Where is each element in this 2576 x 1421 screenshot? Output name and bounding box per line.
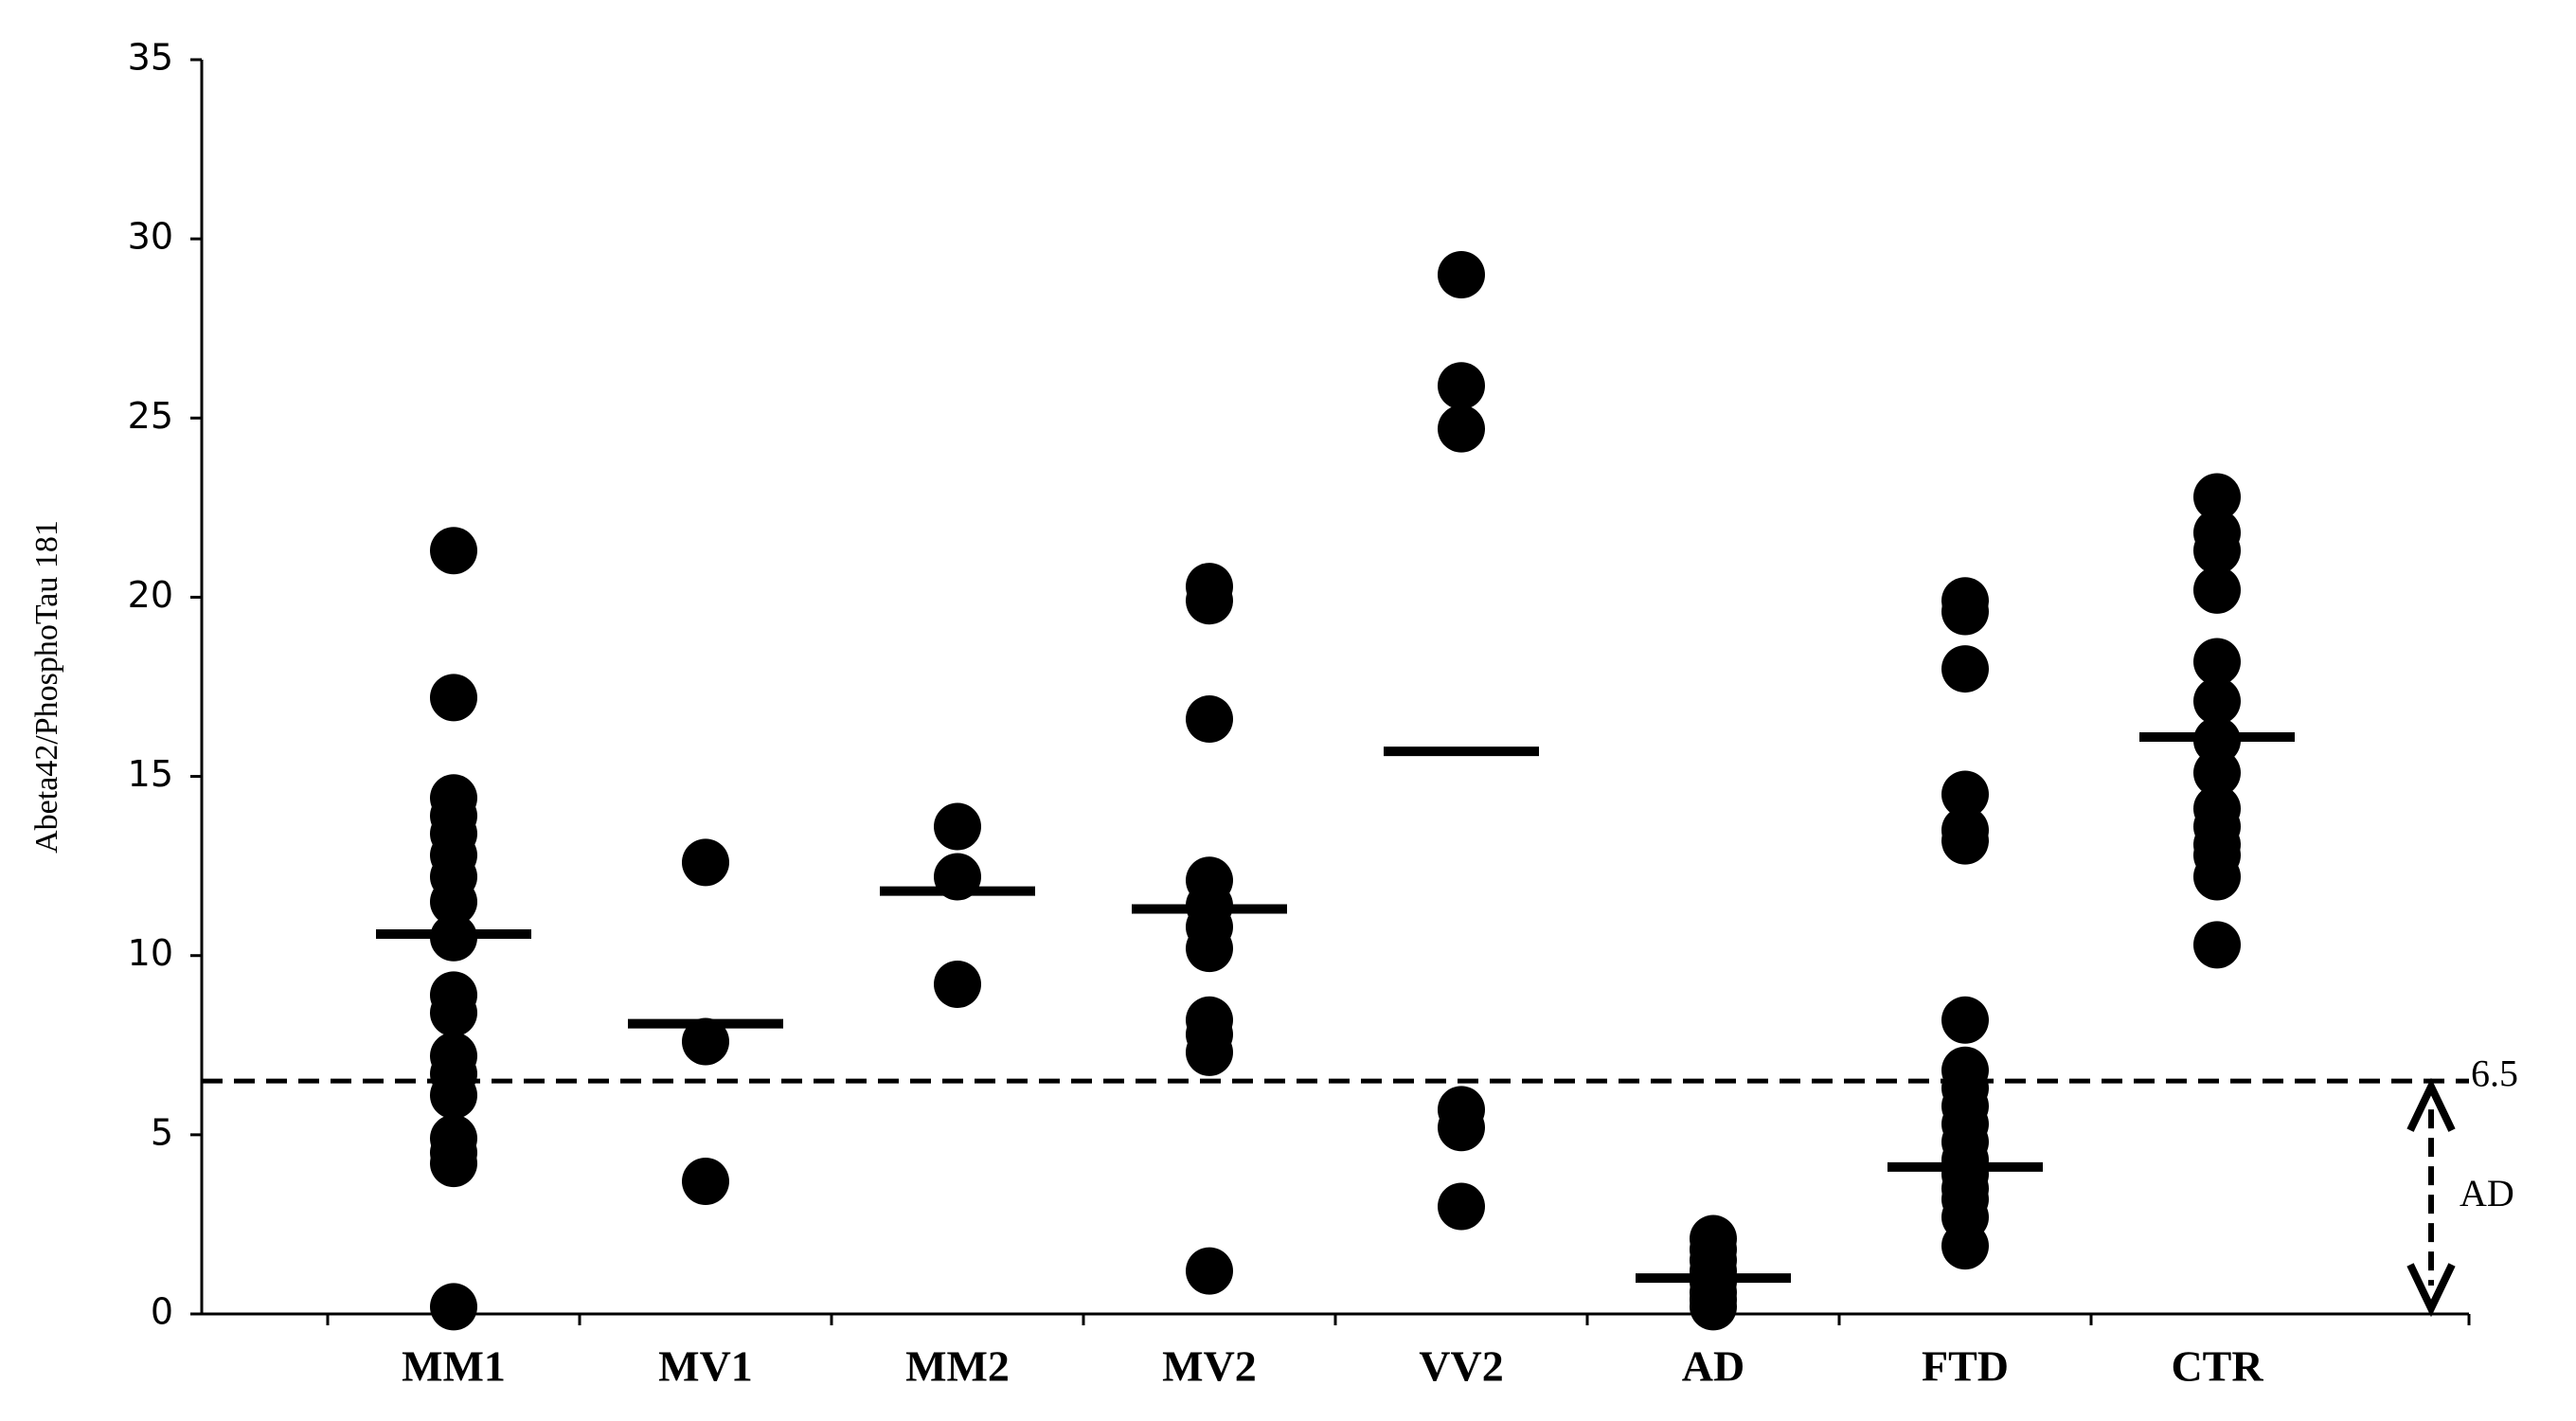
- x-tick-label: MM2: [905, 1342, 1010, 1391]
- data-point: [2193, 921, 2241, 969]
- data-point: [2193, 677, 2241, 726]
- data-point: [2193, 853, 2241, 901]
- data-point: [1690, 1283, 1737, 1331]
- data-point: [430, 1140, 477, 1188]
- data-point: [2193, 473, 2241, 521]
- y-tick-label: 5: [151, 1111, 173, 1153]
- data-point: [934, 802, 981, 851]
- data-point: [430, 1071, 477, 1120]
- y-tick-label: 25: [128, 395, 173, 437]
- y-tick-label: 0: [151, 1291, 173, 1333]
- x-tick-label: VV2: [1419, 1342, 1503, 1391]
- data-point: [682, 1158, 729, 1206]
- data-point: [1438, 362, 1485, 410]
- data-point: [2193, 638, 2241, 686]
- x-tick-label: FTD: [1922, 1342, 2009, 1391]
- x-tick-label: AD: [1682, 1342, 1744, 1391]
- data-point: [1186, 695, 1233, 744]
- data-point: [1941, 996, 1989, 1044]
- data-point: [1941, 770, 1989, 818]
- data-point: [430, 1283, 477, 1331]
- data-point: [2193, 566, 2241, 614]
- data-point: [934, 960, 981, 1008]
- data-point: [430, 877, 477, 926]
- x-tick-label: CTR: [2171, 1342, 2263, 1391]
- data-point: [1941, 1222, 1989, 1270]
- y-tick-label: 20: [128, 574, 173, 616]
- data-point: [1941, 587, 1989, 636]
- range-arrow-head: [2406, 1077, 2456, 1132]
- y-tick-label: 15: [128, 753, 173, 795]
- threshold-label: 6.5: [2471, 1052, 2518, 1094]
- y-tick-label: 30: [128, 216, 173, 258]
- data-point: [2193, 748, 2241, 797]
- data-point: [1186, 1028, 1233, 1076]
- data-point: [430, 989, 477, 1037]
- data-point: [1438, 1182, 1485, 1231]
- data-point: [682, 838, 729, 887]
- data-point: [1941, 645, 1989, 693]
- range-arrow-head: [2406, 1263, 2456, 1318]
- data-point: [1186, 1247, 1233, 1295]
- range-label: AD: [2460, 1172, 2514, 1214]
- data-point: [1941, 817, 1989, 865]
- data-point: [2193, 527, 2241, 575]
- data-point: [430, 527, 477, 575]
- y-tick-label: 35: [128, 37, 173, 79]
- data-point: [430, 674, 477, 722]
- data-point: [1186, 577, 1233, 625]
- y-axis-label: Abeta42/PhosphoTau 181: [29, 520, 64, 854]
- data-point: [1438, 250, 1485, 298]
- x-tick-label: MM1: [402, 1342, 506, 1391]
- y-tick-label: 10: [128, 932, 173, 974]
- data-point: [1438, 405, 1485, 453]
- data-point: [1438, 1104, 1485, 1152]
- data-point: [1186, 925, 1233, 973]
- x-tick-label: MV2: [1162, 1342, 1257, 1391]
- data-point: [682, 1017, 729, 1066]
- x-tick-label: MV1: [658, 1342, 753, 1391]
